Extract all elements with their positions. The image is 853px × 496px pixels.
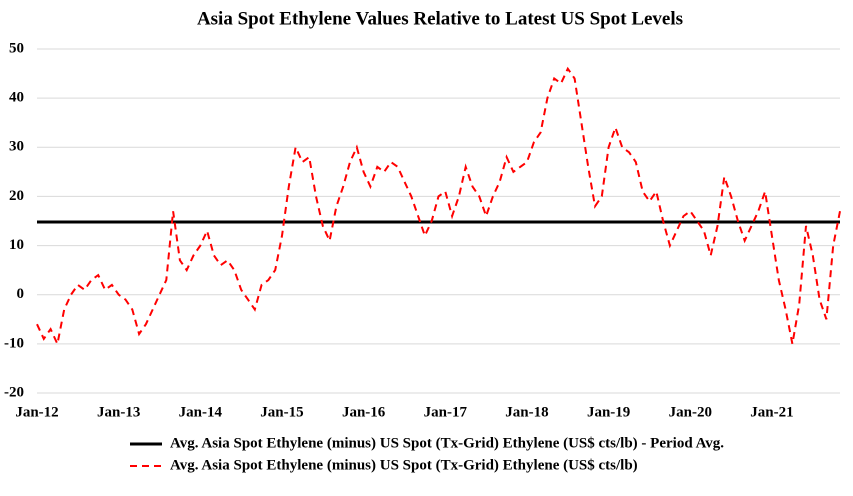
legend-label: Avg. Asia Spot Ethylene (minus) US Spot … (170, 435, 724, 451)
x-tick-label: Jan-17 (424, 404, 468, 420)
y-tick-label: 40 (9, 90, 24, 106)
x-tick-label: Jan-14 (179, 404, 223, 420)
chart-title: Asia Spot Ethylene Values Relative to La… (197, 8, 683, 29)
x-tick-label: Jan-21 (750, 404, 793, 420)
legend-label: Avg. Asia Spot Ethylene (minus) US Spot … (170, 457, 638, 473)
x-tick-label: Jan-20 (669, 404, 712, 420)
y-tick-label: -20 (4, 384, 24, 400)
y-tick-label: 50 (9, 40, 24, 56)
y-tick-label: 30 (9, 139, 24, 155)
x-tick-label: Jan-13 (97, 404, 140, 420)
x-tick-label: Jan-12 (15, 404, 58, 420)
series-line (36, 66, 841, 348)
x-tick-label: Jan-15 (260, 404, 303, 420)
y-tick-label: -10 (4, 335, 24, 351)
x-tick-label: Jan-16 (342, 404, 386, 420)
y-tick-label: 20 (9, 188, 24, 204)
x-tick-label: Jan-19 (587, 404, 630, 420)
y-tick-label: 10 (9, 237, 24, 253)
x-tick-label: Jan-18 (505, 404, 548, 420)
y-tick-label: 0 (17, 286, 25, 302)
